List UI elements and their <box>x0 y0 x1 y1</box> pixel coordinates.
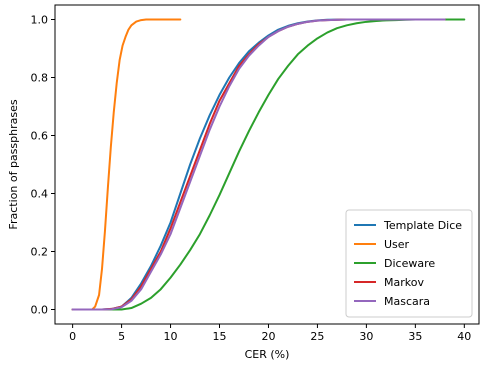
series-line-4 <box>71 18 446 311</box>
y-tick-label-0: 0.0 <box>31 304 49 317</box>
legend-entry-1: User <box>384 238 410 251</box>
y-tick-label-4: 0.8 <box>31 72 49 85</box>
legend-entry-2: Diceware <box>384 257 435 270</box>
axes-layer: 0 5 10 15 20 25 30 35 40 0.0 0.2 0.4 0.6 0.8 1.0 <box>31 4 480 343</box>
x-tick-label-0: 0 <box>69 330 76 343</box>
x-tick-label-3: 15 <box>213 330 227 343</box>
series-layer <box>71 18 466 311</box>
y-axis-label: Fraction of passphrases <box>7 99 20 229</box>
y-tick-label-3: 0.6 <box>31 130 49 143</box>
y-tick-label-2: 0.4 <box>31 188 49 201</box>
legend-entry-0: Template Dice <box>383 219 462 232</box>
x-tick-label-5: 25 <box>310 330 324 343</box>
legend-entry-3: Markov <box>384 276 424 289</box>
axes-frame <box>54 4 480 325</box>
x-axis-label: CER (%) <box>245 348 290 361</box>
legend: Template Dice User Diceware Markov Mascara <box>345 209 473 318</box>
series-line-1 <box>71 18 182 311</box>
x-tick-label-7: 35 <box>408 330 422 343</box>
x-tick-label-1: 5 <box>118 330 125 343</box>
x-tick-label-8: 40 <box>457 330 471 343</box>
y-tick-label-1: 0.2 <box>31 246 49 259</box>
x-tick-label-4: 20 <box>261 330 275 343</box>
legend-box <box>345 209 473 318</box>
x-tick-label-2: 10 <box>164 330 178 343</box>
x-tick-label-6: 30 <box>359 330 373 343</box>
y-tick-label-5: 1.0 <box>31 14 49 27</box>
legend-entry-4: Mascara <box>384 295 430 308</box>
